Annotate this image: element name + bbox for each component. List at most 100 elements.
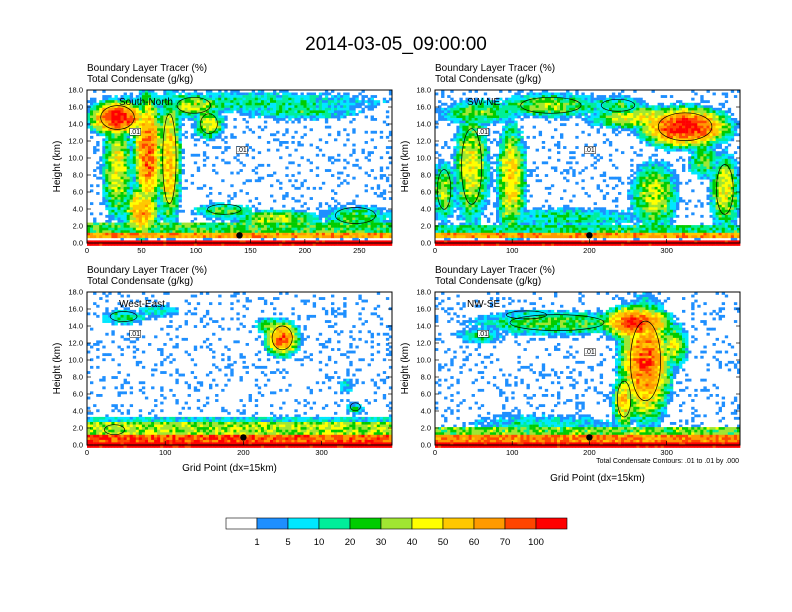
field-cell (508, 204, 512, 208)
field-cell (373, 118, 378, 121)
field-cell (459, 189, 463, 193)
field-cell (245, 230, 249, 234)
field-cell (459, 222, 463, 226)
field-cell (456, 148, 460, 152)
field-cell (126, 143, 131, 147)
field-cell (132, 197, 137, 200)
field-cell (441, 209, 445, 213)
field-cell (160, 176, 164, 180)
field-cell (202, 105, 207, 109)
field-cell (511, 199, 515, 203)
field-cell (438, 214, 442, 218)
field-cell (123, 169, 127, 172)
field-cell (260, 222, 265, 226)
field-cell (511, 240, 515, 244)
field-cell (499, 146, 503, 149)
field-cell (169, 202, 173, 206)
field-cell (175, 107, 179, 111)
field-cell (273, 240, 277, 244)
field-cell (297, 199, 301, 203)
field-cell (205, 156, 210, 160)
field-cell (120, 118, 124, 121)
field-cell (321, 225, 326, 228)
field-cell (102, 235, 106, 239)
field-cell (273, 107, 277, 111)
field-cell (151, 227, 155, 231)
field-cell (349, 105, 353, 109)
field-cell (260, 225, 265, 228)
field-cell (352, 95, 356, 98)
field-cell (111, 217, 115, 221)
field-cell (260, 97, 265, 101)
field-cell (361, 212, 365, 216)
field-cell (102, 143, 106, 147)
field-cell (279, 220, 283, 223)
field-cell (480, 207, 485, 211)
field-cell (218, 217, 222, 221)
field-cell (108, 115, 112, 119)
field-cell (456, 118, 460, 121)
field-cell (111, 135, 115, 139)
field-cell (447, 118, 451, 121)
field-cell (471, 217, 475, 221)
field-cell (511, 146, 515, 149)
field-cell (447, 240, 451, 244)
field-cell (511, 125, 515, 129)
field-cell (129, 235, 134, 239)
field-cell (282, 113, 286, 116)
field-cell (193, 230, 198, 234)
contour-label: .01 (129, 128, 141, 136)
field-cell (178, 97, 182, 101)
field-cell (477, 217, 482, 221)
field-cell (102, 184, 106, 188)
field-cell (382, 207, 387, 211)
field-cell (462, 92, 466, 96)
field-cell (199, 120, 204, 124)
field-cell (465, 100, 469, 104)
field-cell (309, 115, 313, 119)
field-cell (141, 141, 146, 144)
field-cell (477, 125, 482, 129)
field-cell (141, 225, 146, 228)
field-cell (435, 143, 439, 147)
field-cell (227, 107, 231, 111)
field-cell (349, 153, 353, 157)
field-cell (138, 209, 143, 213)
field-cell (141, 120, 146, 124)
field-cell (172, 135, 176, 139)
field-cell (184, 100, 188, 104)
field-cell (257, 95, 262, 98)
field-cell (154, 151, 158, 155)
field-cell (114, 102, 118, 106)
field-cell (233, 214, 237, 218)
field-cell (462, 186, 466, 190)
field-cell (367, 153, 371, 157)
field-cell (163, 113, 167, 116)
field-cell (111, 120, 115, 124)
field-cell (441, 197, 445, 200)
field-cell (117, 197, 121, 200)
field-cell (444, 235, 448, 239)
field-cell (129, 148, 134, 152)
field-cell (456, 202, 460, 206)
field-cell (99, 107, 103, 111)
field-cell (239, 227, 243, 231)
field-cell (148, 92, 152, 96)
field-cell (352, 113, 356, 116)
field-cell (441, 181, 445, 185)
field-cell (209, 123, 213, 127)
field-cell (99, 156, 103, 160)
field-cell (489, 102, 494, 106)
field-cell (166, 194, 170, 198)
field-cell (514, 176, 518, 180)
field-cell (184, 186, 188, 190)
field-cell (209, 222, 213, 226)
field-cell (337, 212, 341, 216)
field-cell (270, 217, 274, 221)
field-cell (288, 240, 292, 244)
field-cell (202, 128, 207, 132)
field-cell (90, 230, 94, 234)
field-cell (151, 135, 155, 139)
field-cell (364, 184, 368, 188)
field-cell (254, 243, 259, 246)
